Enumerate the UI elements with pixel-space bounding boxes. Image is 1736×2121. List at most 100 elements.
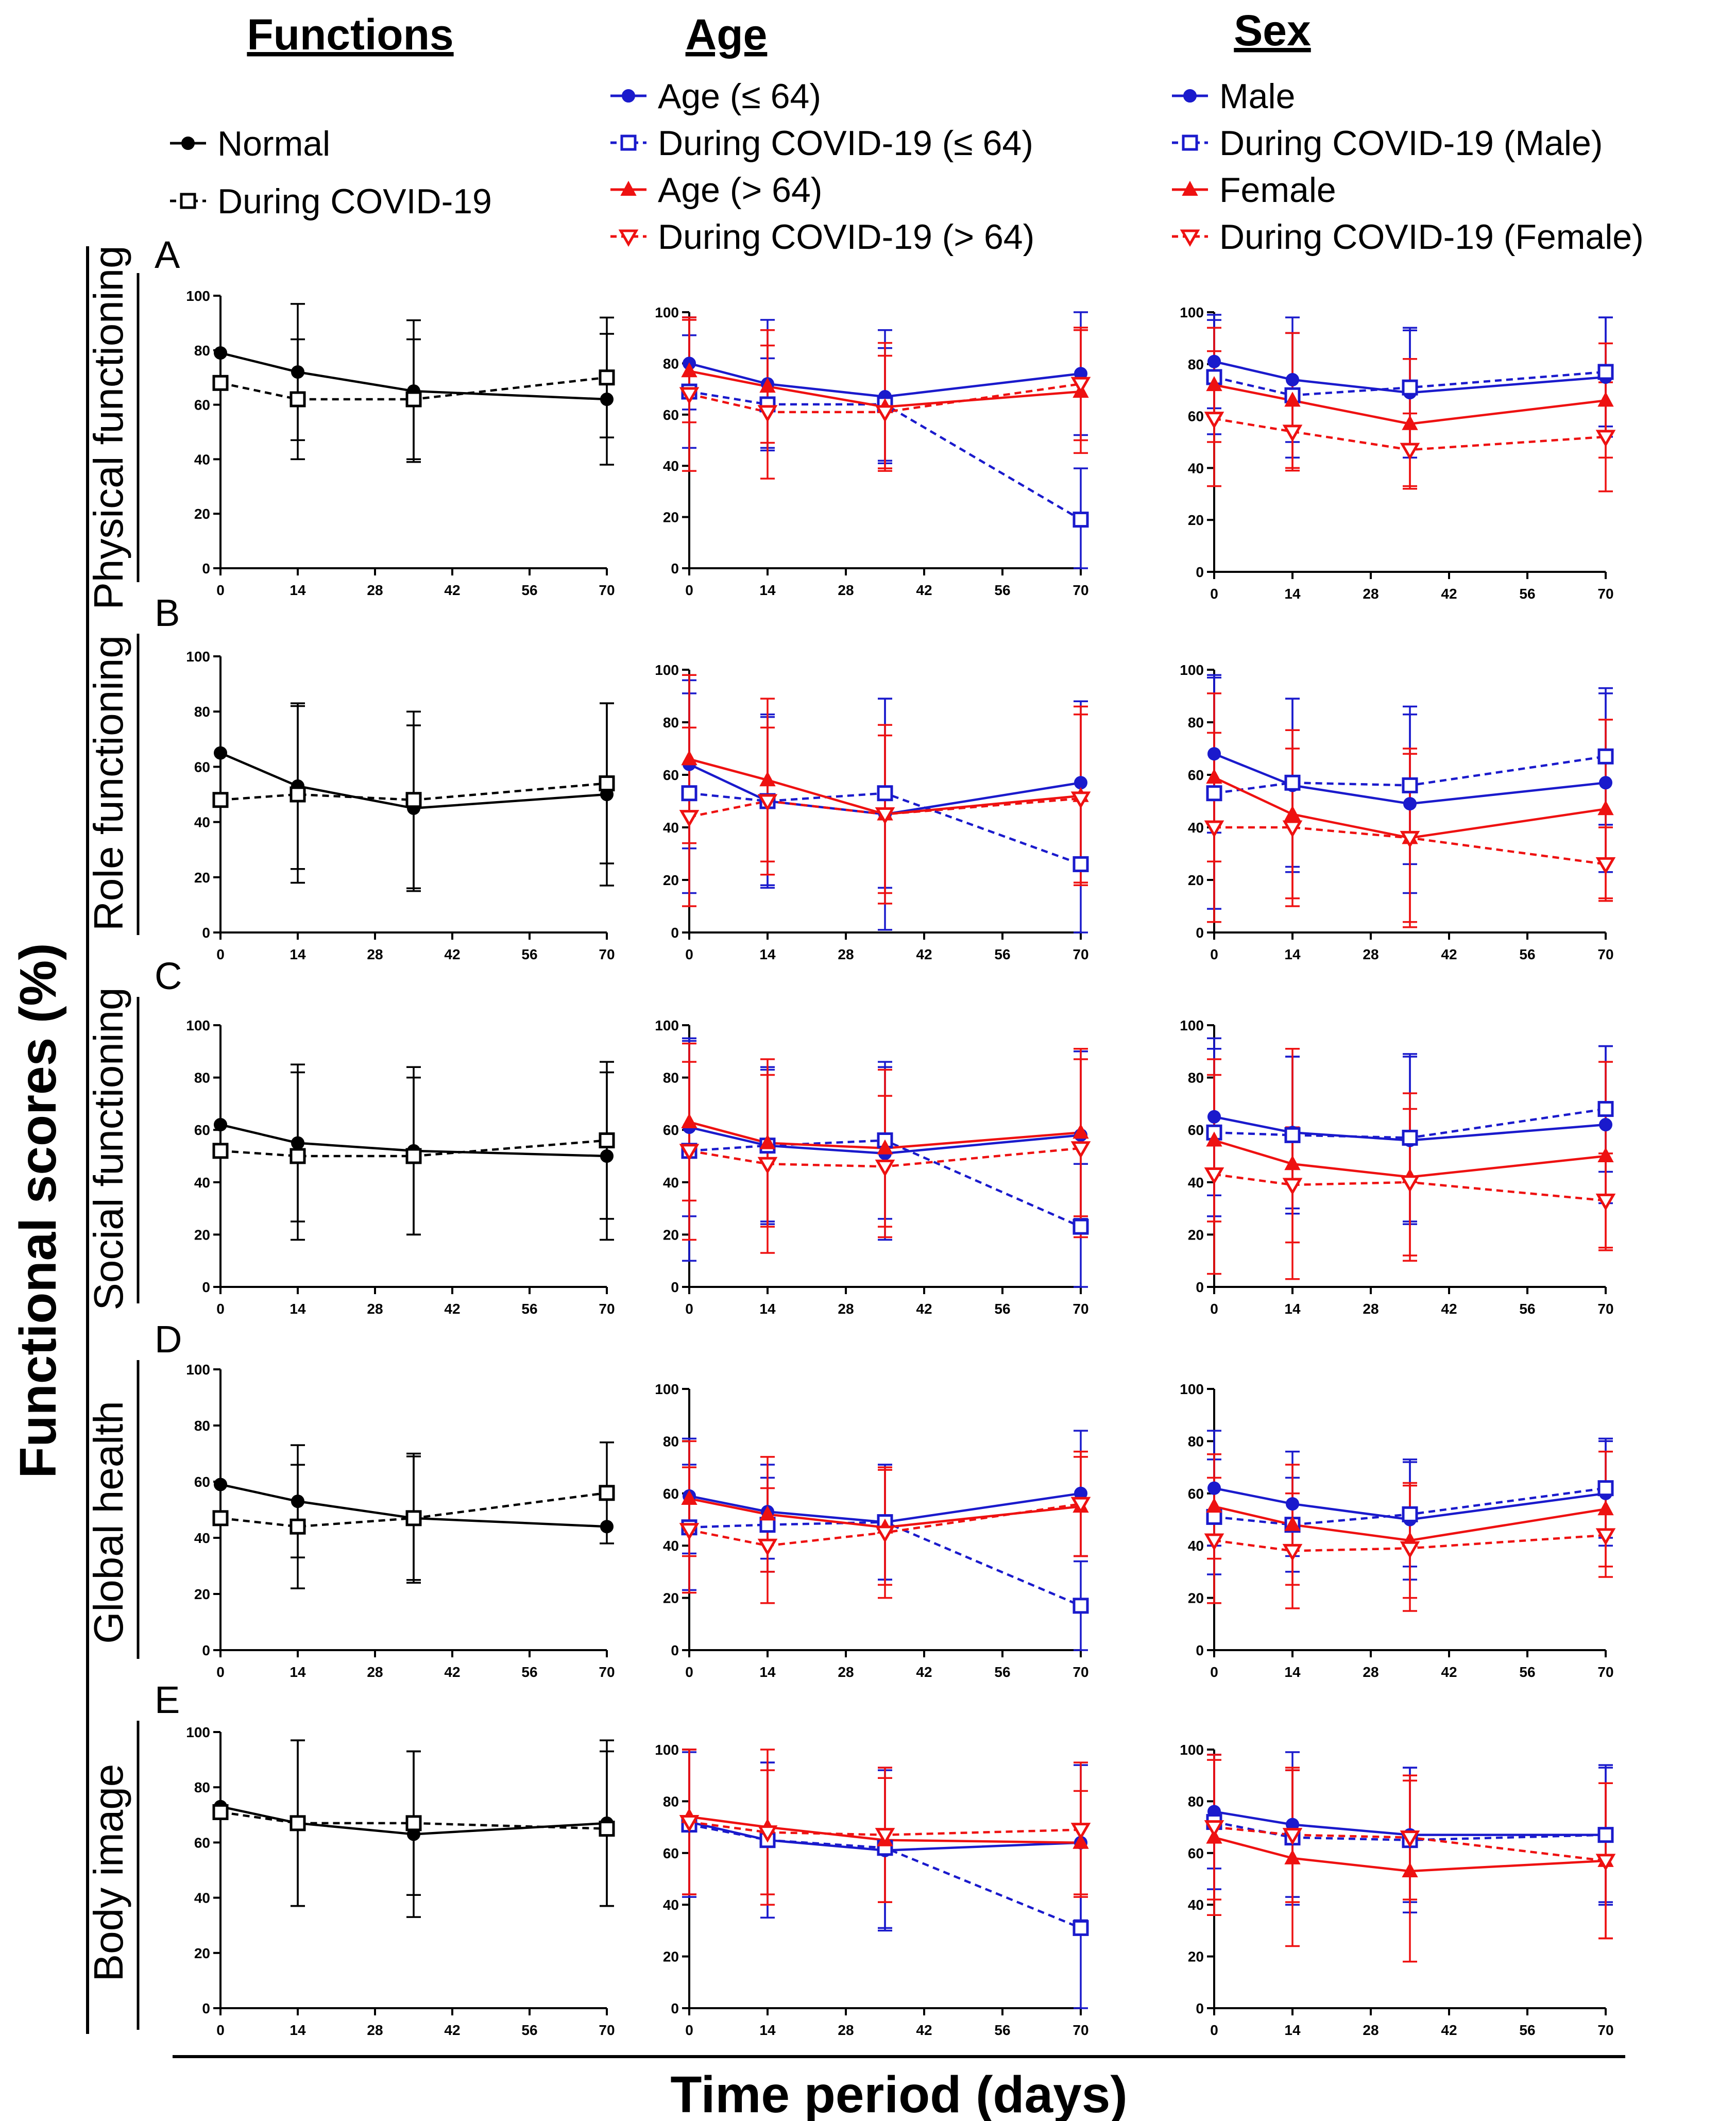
legend-label: During COVID-19 (Female) bbox=[1219, 217, 1644, 257]
y-tick-label: 40 bbox=[663, 1175, 679, 1191]
data-point bbox=[290, 1518, 306, 1535]
x-tick-label: 70 bbox=[599, 946, 615, 962]
data-point bbox=[599, 369, 615, 386]
data-point bbox=[1595, 857, 1616, 875]
y-tick-label: 60 bbox=[1188, 409, 1204, 425]
data-point bbox=[679, 1523, 700, 1540]
x-tick-label: 0 bbox=[685, 582, 693, 598]
data-point bbox=[1206, 768, 1222, 784]
x-tick-label: 70 bbox=[599, 1301, 615, 1317]
x-tick-label: 28 bbox=[838, 946, 854, 962]
y-tick-label: 60 bbox=[194, 397, 210, 413]
data-point bbox=[600, 1520, 614, 1534]
series-line bbox=[689, 1121, 1081, 1150]
series-line bbox=[1214, 753, 1606, 805]
legend-item: Age (≤ 64) bbox=[610, 77, 821, 116]
x-tick-label: 0 bbox=[216, 1664, 225, 1680]
data-point bbox=[757, 405, 778, 422]
x-tick-label: 0 bbox=[685, 946, 693, 962]
data-point bbox=[1207, 1481, 1221, 1495]
data-point bbox=[600, 393, 614, 406]
data-point bbox=[1597, 1827, 1614, 1843]
x-tick-label: 70 bbox=[1597, 1664, 1613, 1680]
y-tick-label: 100 bbox=[655, 662, 679, 678]
panel-C-sex: 0 20 40 60 80 100 0 14 28 42 56 70 bbox=[1180, 1017, 1616, 1317]
x-tick-label: 56 bbox=[521, 2022, 537, 2038]
data-point bbox=[759, 1134, 776, 1149]
y-tick-label: 100 bbox=[186, 288, 210, 304]
series-line bbox=[1214, 755, 1606, 794]
data-point bbox=[1070, 377, 1091, 395]
x-tick-label: 14 bbox=[290, 2022, 306, 2038]
series-line bbox=[1214, 1534, 1606, 1552]
y-tick-label: 60 bbox=[663, 1122, 679, 1138]
data-point bbox=[1284, 774, 1301, 791]
data-point bbox=[1286, 373, 1299, 387]
y-tick-label: 0 bbox=[671, 925, 679, 941]
x-tick-label: 70 bbox=[1073, 582, 1088, 598]
x-tick-label: 14 bbox=[1284, 1664, 1301, 1680]
y-tick-label: 40 bbox=[1188, 1897, 1204, 1913]
y-tick-label: 60 bbox=[663, 1845, 679, 1861]
data-point bbox=[1597, 800, 1614, 816]
data-point bbox=[1282, 425, 1303, 442]
data-point bbox=[1073, 1218, 1089, 1235]
x-tick-label: 42 bbox=[444, 1301, 460, 1317]
y-tick-label: 40 bbox=[1188, 460, 1204, 476]
panel-D-functions: 0 20 40 60 80 100 0 14 28 42 56 70 bbox=[186, 1362, 615, 1680]
column-title-age: Age bbox=[686, 10, 768, 59]
data-point bbox=[405, 1510, 422, 1526]
data-point bbox=[1070, 1823, 1091, 1840]
x-tick-label: 70 bbox=[1597, 586, 1613, 602]
data-point bbox=[681, 785, 697, 802]
data-point bbox=[679, 1815, 700, 1832]
data-point bbox=[1595, 430, 1616, 447]
x-tick-label: 28 bbox=[838, 1301, 854, 1317]
data-point bbox=[1204, 412, 1224, 429]
y-tick-label: 20 bbox=[663, 510, 679, 525]
series-line bbox=[689, 390, 1082, 521]
data-point bbox=[1402, 1506, 1418, 1522]
series-line bbox=[1214, 776, 1606, 839]
x-tick-label: 14 bbox=[290, 1301, 306, 1317]
data-point bbox=[1597, 1480, 1614, 1497]
y-tick-label: 60 bbox=[663, 407, 679, 423]
x-tick-label: 14 bbox=[759, 946, 776, 962]
data-point bbox=[757, 1157, 778, 1175]
y-tick-label: 80 bbox=[1188, 1070, 1204, 1086]
data-point bbox=[1073, 1920, 1089, 1936]
x-tick-label: 42 bbox=[916, 1664, 932, 1680]
x-tick-label: 14 bbox=[759, 1664, 776, 1680]
data-point bbox=[1073, 1834, 1089, 1849]
x-tick-label: 28 bbox=[838, 582, 854, 598]
y-tick-label: 20 bbox=[1188, 512, 1204, 528]
panel-letter-E: E bbox=[155, 1678, 180, 1721]
data-point bbox=[1402, 379, 1418, 396]
series-During COVID-19 (Female) bbox=[1207, 732, 1613, 923]
data-point bbox=[1400, 443, 1420, 461]
series-line bbox=[1214, 417, 1606, 451]
y-tick-label: 0 bbox=[1196, 925, 1204, 941]
panel-E-sex: 0 20 40 60 80 100 0 14 28 42 56 70 bbox=[1180, 1742, 1616, 2038]
x-tick-label: 70 bbox=[599, 582, 615, 598]
series-line bbox=[1214, 1108, 1606, 1139]
data-point bbox=[1207, 1110, 1221, 1124]
y-tick-label: 80 bbox=[194, 1779, 210, 1795]
y-tick-label: 100 bbox=[186, 1724, 210, 1740]
x-tick-label: 42 bbox=[444, 1664, 460, 1680]
data-point bbox=[1204, 820, 1224, 838]
y-tick-label: 60 bbox=[194, 1122, 210, 1138]
legend-label: During COVID-19 (Male) bbox=[1219, 124, 1603, 163]
data-point bbox=[291, 1495, 304, 1508]
row-label-text: Body image bbox=[86, 1764, 131, 1981]
x-tick-label: 0 bbox=[216, 582, 225, 598]
data-point bbox=[1206, 1131, 1222, 1147]
x-tick-label: 0 bbox=[1210, 586, 1218, 602]
y-tick-label: 20 bbox=[663, 1227, 679, 1243]
data-point bbox=[1206, 785, 1222, 802]
y-tick-label: 20 bbox=[663, 1949, 679, 1965]
y-tick-label: 20 bbox=[194, 870, 210, 886]
x-tick-label: 28 bbox=[1363, 1664, 1378, 1680]
legend-marker bbox=[180, 193, 196, 209]
legend-item: During COVID-19 (> 64) bbox=[610, 217, 1034, 257]
